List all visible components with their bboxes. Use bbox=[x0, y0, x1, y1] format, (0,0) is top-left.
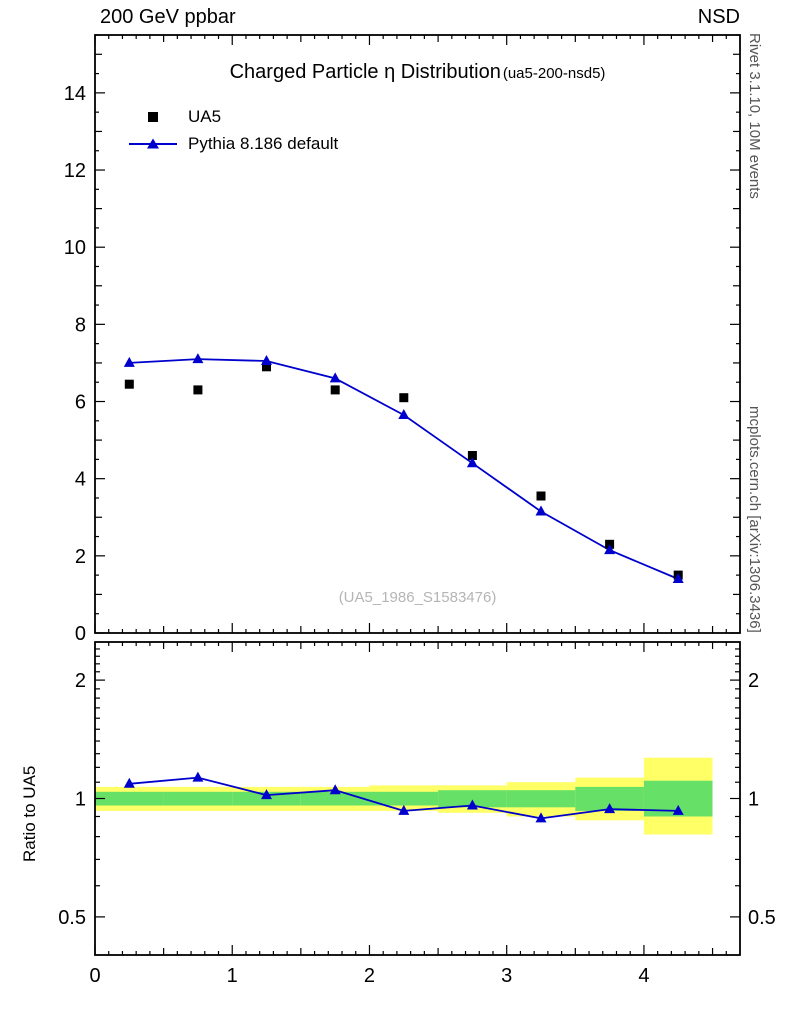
rivet-version-note: Rivet 3.1.10, 10M events bbox=[746, 33, 763, 199]
header-beam-energy: 200 GeV ppbar bbox=[100, 6, 236, 28]
plot-title: Charged Particle η Distribution (ua5-200-… bbox=[95, 61, 740, 84]
pythia-point bbox=[261, 789, 272, 800]
green-band-segment bbox=[163, 791, 233, 806]
main-y-tick-label: 2 bbox=[75, 546, 86, 568]
pythia-curve bbox=[129, 358, 679, 580]
plot-title-suffix: (ua5-200-nsd5) bbox=[502, 65, 606, 82]
green-band-segment bbox=[95, 791, 164, 806]
pythia-point bbox=[535, 812, 547, 823]
ua5-point bbox=[399, 393, 409, 403]
pythia-point bbox=[398, 804, 410, 815]
pythia-point bbox=[329, 372, 341, 383]
pythia-point bbox=[672, 573, 684, 583]
legend-marker-cell bbox=[128, 137, 178, 151]
ua5-point bbox=[536, 491, 546, 501]
ratio-uncertainty-bands bbox=[95, 757, 713, 835]
main-y-tick-label: 6 bbox=[75, 392, 86, 414]
pythia-point bbox=[123, 777, 135, 788]
pythia-point bbox=[535, 505, 547, 516]
ua5-point bbox=[330, 385, 340, 395]
legend: UA5 Pythia 8.186 default bbox=[128, 103, 338, 157]
legend-label-pythia: Pythia 8.186 default bbox=[188, 133, 339, 153]
green-band-segment bbox=[506, 790, 576, 808]
main-y-tick-label: 0 bbox=[75, 623, 86, 645]
main-y-tick-label: 14 bbox=[64, 83, 86, 105]
main-y-tick-label: 4 bbox=[75, 469, 86, 491]
x-tick-label: 3 bbox=[501, 965, 512, 987]
data-points bbox=[123, 353, 684, 823]
main-y-tick-label: 12 bbox=[64, 160, 86, 182]
legend-marker-cell bbox=[128, 110, 178, 124]
pythia-point bbox=[466, 457, 478, 468]
ua5-square-marker-icon bbox=[148, 111, 158, 122]
pythia-point bbox=[329, 784, 341, 795]
x-tick-label: 4 bbox=[638, 965, 649, 987]
ua5-point bbox=[262, 362, 271, 372]
plot-title-text: Charged Particle η Distribution bbox=[229, 61, 501, 83]
header-event-class: NSD bbox=[697, 6, 740, 28]
pythia-point bbox=[604, 544, 616, 555]
ratio-y-tick-label-right: 0.5 bbox=[748, 907, 776, 929]
pythia-point bbox=[672, 804, 684, 815]
pythia-point bbox=[466, 799, 478, 810]
green-band-segment bbox=[438, 790, 507, 808]
ua5-point bbox=[193, 385, 203, 395]
main-y-tick-label: 10 bbox=[64, 237, 86, 259]
main-frame bbox=[94, 34, 741, 634]
legend-label-ua5: UA5 bbox=[188, 106, 222, 126]
x-tick-label: 1 bbox=[227, 965, 238, 987]
ratio-y-tick-label-left: 2 bbox=[75, 670, 86, 692]
pythia-point bbox=[123, 356, 135, 367]
ratio-axis-label: Ratio to UA5 bbox=[20, 765, 39, 862]
mcplots-arxiv-note: mcplots.cern.ch [arXiv:1306.3436] bbox=[746, 406, 763, 633]
ratio-y-tick-label-right: 2 bbox=[748, 670, 759, 692]
pythia-line-marker-icon bbox=[129, 138, 177, 148]
ratio-y-tick-label-left: 0.5 bbox=[58, 907, 86, 929]
pythia-triangle-marker-icon bbox=[147, 138, 159, 148]
green-band-segment bbox=[369, 791, 439, 806]
main-y-tick-label: 8 bbox=[75, 314, 86, 336]
analysis-watermark: (UA5_1986_S1583476) bbox=[338, 589, 497, 606]
legend-item-pythia: Pythia 8.186 default bbox=[128, 130, 338, 157]
ua5-point bbox=[124, 379, 134, 389]
pythia-point bbox=[192, 353, 204, 364]
ratio-y-tick-label-right: 1 bbox=[748, 789, 759, 811]
pythia-point bbox=[192, 771, 204, 782]
axis-ticks bbox=[94, 34, 740, 955]
pythia-point bbox=[398, 409, 410, 419]
ua5-point bbox=[467, 451, 477, 460]
pythia-point bbox=[604, 803, 616, 814]
ratio-y-tick-label-left: 1 bbox=[75, 789, 86, 811]
x-tick-label: 2 bbox=[364, 965, 375, 987]
pythia-point bbox=[261, 355, 272, 365]
x-tick-label: 0 bbox=[89, 965, 100, 987]
legend-item-ua5: UA5 bbox=[128, 103, 338, 130]
